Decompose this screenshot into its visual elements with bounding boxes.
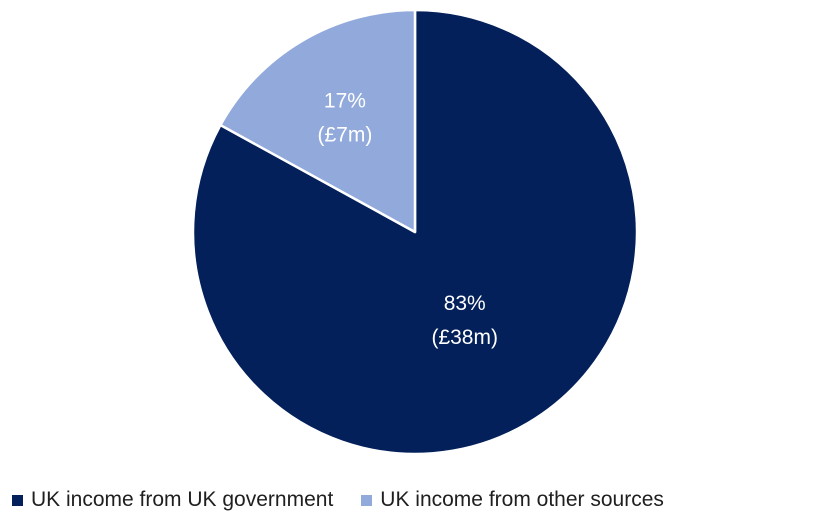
pie-slice-1 [219,8,417,234]
legend-label-other-sources: UK income from other sources [380,488,664,511]
pie-slice-0 [191,8,639,456]
pie-chart: 83% (£38m) 17% (£7m) [191,8,639,456]
slice-amount-label-0: (£38m) [431,326,498,349]
slice-percent-label-0: 83% [444,292,486,315]
legend-swatch-other-sources [361,494,373,506]
legend-label-uk-government: UK income from UK government [31,488,334,511]
slice-labels: 83% (£38m) 17% (£7m) [318,90,498,350]
slice-amount-label-1: (£7m) [318,124,373,147]
legend-item-uk-government: UK income from UK government [12,488,333,512]
legend-item-other-sources: UK income from other sources [361,488,664,512]
slice-percent-label-1: 17% [324,90,366,113]
legend: UK income from UK government UK income f… [0,485,831,515]
pie-slices [191,8,639,456]
legend-swatch-uk-government [12,494,23,506]
